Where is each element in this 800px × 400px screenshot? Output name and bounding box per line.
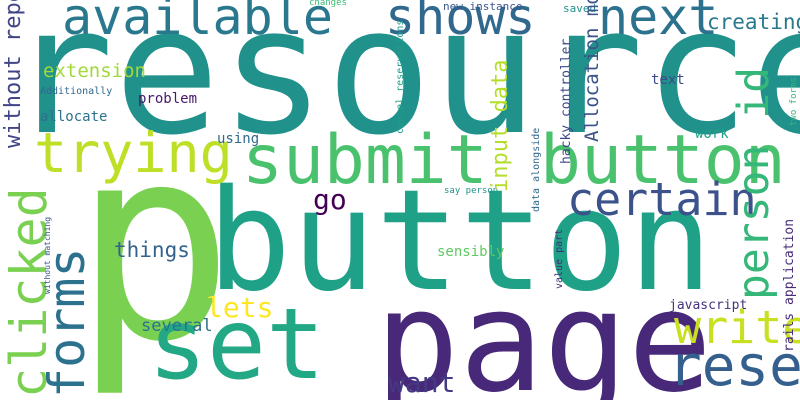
- word-reserves: certain: [567, 173, 757, 226]
- word-person-id: hacky controller: [559, 38, 574, 164]
- word-allocation-model: new instance: [443, 0, 523, 13]
- word-submit: submit: [242, 121, 488, 200]
- word-data-alongside: value part: [554, 228, 565, 289]
- word-value-part: say person: [444, 186, 499, 196]
- word-using: extension: [43, 60, 146, 82]
- word-p: p: [73, 89, 235, 400]
- word-resource: resource: [8, 0, 800, 174]
- word-changes: allocate: [40, 109, 108, 125]
- word-clicked: sensibly: [437, 244, 505, 260]
- word-button: button: [207, 160, 713, 323]
- word-saved: text: [651, 72, 685, 88]
- word-things: go: [313, 183, 347, 216]
- word-go: person id: [729, 67, 779, 300]
- word-input-data: Additionally: [40, 86, 113, 97]
- word-cancel-reservations: data alongside: [531, 127, 542, 212]
- word-shows: shows: [385, 0, 536, 46]
- word-without-repeating: changes: [309, 0, 347, 8]
- word-extension: lets: [206, 291, 274, 324]
- word-say-person: work: [695, 126, 729, 142]
- word-want: write: [674, 301, 800, 354]
- word-problem: creating: [707, 10, 800, 34]
- word-rails-application: rails application: [782, 218, 797, 352]
- word-work: Allocation model: [581, 0, 603, 142]
- word-set: set: [148, 288, 326, 400]
- word-forms: javascript: [669, 298, 748, 313]
- word-without-matching: without matching: [43, 216, 52, 294]
- word-additionally: problem: [138, 91, 198, 107]
- word-new-instance: using: [217, 131, 260, 147]
- word-e-g: saved: [563, 2, 597, 15]
- word-javascript: several: [141, 316, 213, 336]
- word-two-forms: two forms: [789, 77, 799, 126]
- word-button-2: button: [540, 121, 786, 200]
- word-creating: want: [388, 366, 456, 399]
- word-lets: reserves: [668, 334, 800, 399]
- word-trying: trying: [34, 121, 233, 185]
- word-page: page: [375, 261, 713, 400]
- word-sensibly: e g: [198, 267, 218, 298]
- word-available: available: [62, 0, 333, 46]
- word-hacky-controller: cancel reservations: [395, 19, 406, 134]
- word-allocate: without repeating: [1, 0, 26, 148]
- word-several: input data: [488, 59, 513, 192]
- word-text: things: [114, 238, 190, 262]
- word-next: next: [598, 0, 719, 46]
